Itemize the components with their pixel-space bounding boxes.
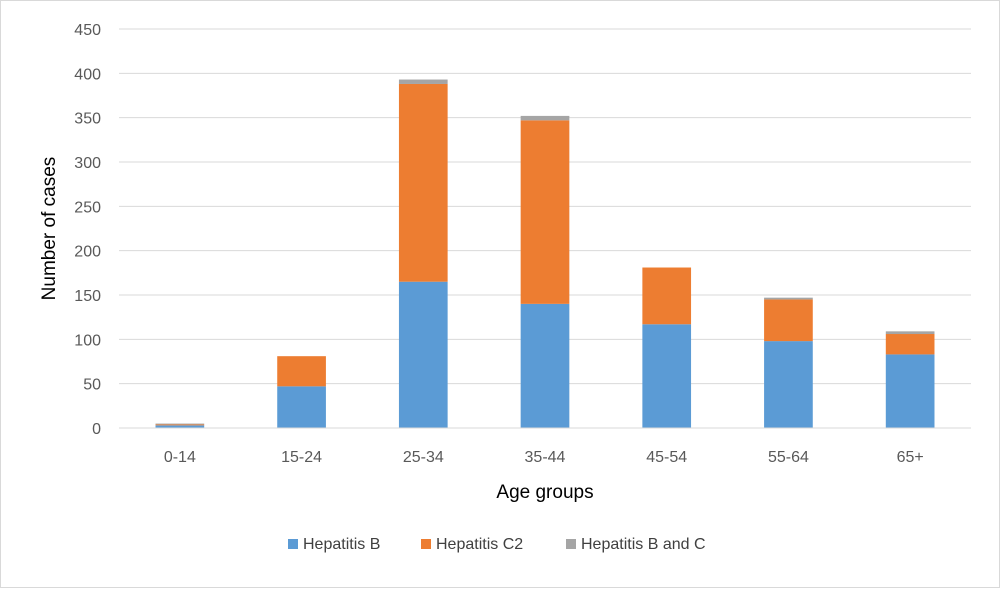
bar-segment <box>764 341 813 428</box>
x-tick-label: 55-64 <box>768 449 809 466</box>
bar-segment <box>520 303 570 428</box>
x-tick-label: 35-44 <box>525 449 566 466</box>
y-tick-label: 50 <box>83 377 101 394</box>
bar-segment <box>642 324 692 428</box>
bar-segment <box>885 334 935 355</box>
y-tick-label: 450 <box>74 22 101 39</box>
legend-label: Hepatitis B and C <box>581 536 706 553</box>
bar-segment <box>642 267 692 325</box>
legend-label: Hepatitis C2 <box>436 536 523 553</box>
bar-segment <box>398 281 448 428</box>
y-tick-label: 250 <box>74 199 101 216</box>
x-tick-label: 45-54 <box>646 449 687 466</box>
y-tick-label: 100 <box>74 332 101 349</box>
x-tick-label: 65+ <box>897 449 924 466</box>
bar-segment <box>885 331 935 335</box>
bar-segment <box>520 115 570 121</box>
legend-swatch <box>288 539 298 549</box>
x-axis-title: Age groups <box>496 482 593 503</box>
x-tick-label: 25-34 <box>403 449 444 466</box>
legend-swatch <box>421 539 431 549</box>
legend-swatch <box>566 539 576 549</box>
legend-label: Hepatitis B <box>303 536 380 553</box>
y-tick-label: 300 <box>74 155 101 172</box>
y-tick-label: 400 <box>74 66 101 83</box>
bar-segment <box>764 299 813 342</box>
bar-segment <box>155 425 205 428</box>
legend: Hepatitis B Hepatitis C2 Hepatitis B and C <box>288 536 706 553</box>
bar-segment <box>398 83 448 282</box>
bar-segment <box>155 424 205 426</box>
bar-segment <box>764 297 813 300</box>
y-tick-label: 350 <box>74 111 101 128</box>
y-axis-ticks: 0 50 100 150 200 250 300 350 400 450 <box>74 22 101 438</box>
bar-segment <box>398 79 448 84</box>
x-axis-ticks: 0-14 15-24 25-34 35-44 45-54 55-64 65+ <box>164 449 924 466</box>
y-tick-label: 200 <box>74 244 101 261</box>
x-tick-label: 15-24 <box>281 449 322 466</box>
bar-segment <box>277 356 326 387</box>
bar-segment <box>520 120 570 304</box>
y-tick-label: 0 <box>92 421 101 438</box>
bar-segment <box>155 423 205 425</box>
bars <box>155 79 935 428</box>
y-axis-title: Number of cases <box>39 157 60 301</box>
bar-segment <box>885 354 935 428</box>
bar-segment <box>277 386 326 428</box>
y-tick-label: 150 <box>74 288 101 305</box>
x-tick-label: 0-14 <box>164 449 196 466</box>
